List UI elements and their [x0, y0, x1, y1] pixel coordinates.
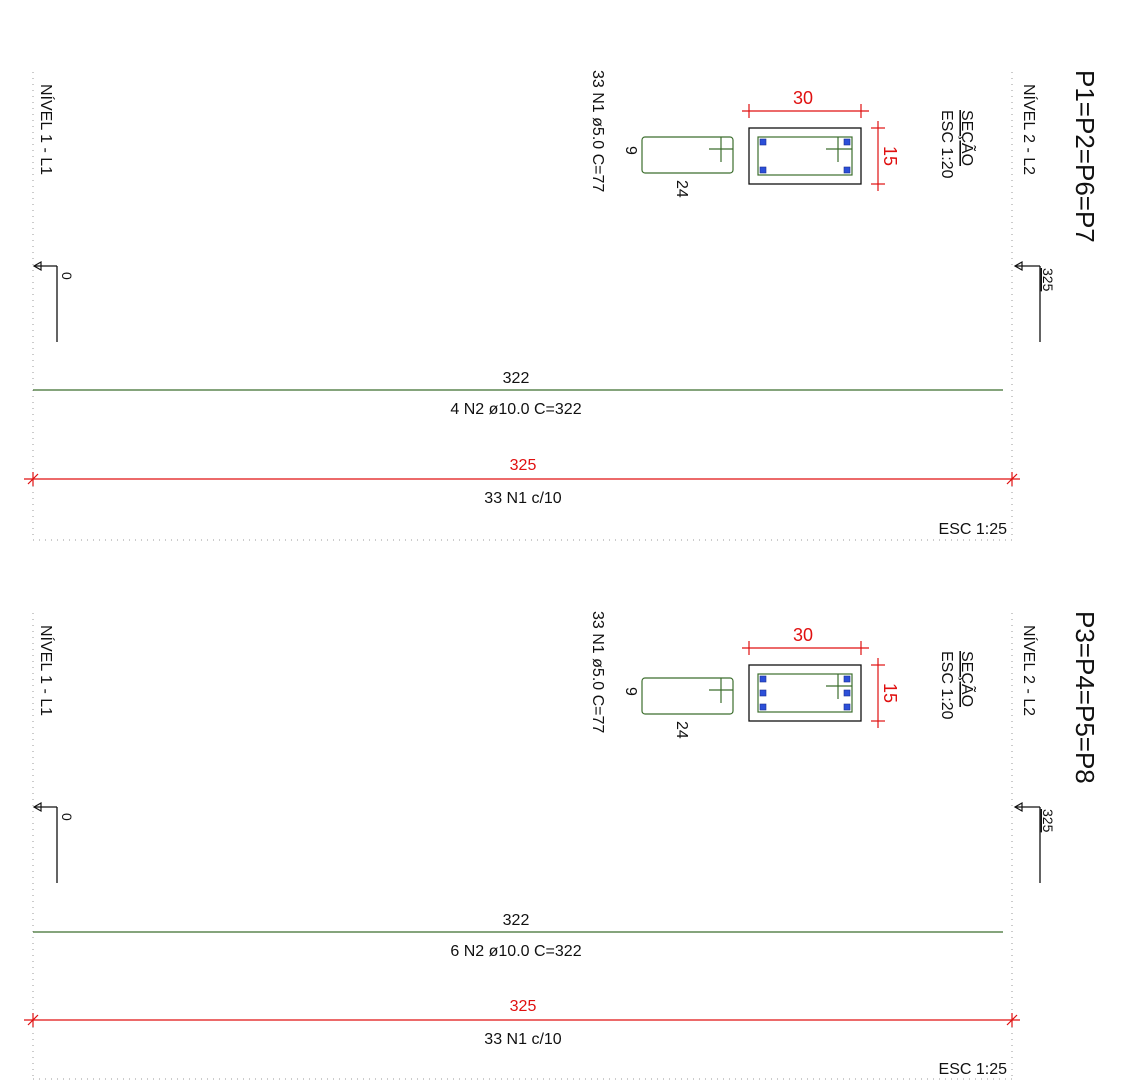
longitudinal-bar-label: 4 N2 ø10.0 C=322 — [450, 401, 581, 418]
section-scale: ESC 1:20 — [938, 651, 955, 720]
longitudinal-bar-label: 6 N2 ø10.0 C=322 — [450, 943, 581, 960]
stirrup-spacing-label: 33 N1 c/10 — [484, 1031, 561, 1048]
height-dimension-value: 325 — [510, 998, 537, 1015]
level-bottom-label: NÍVEL 1 - L1 — [37, 625, 56, 716]
level-top-marker: 325 — [1013, 260, 1056, 342]
stirrup-outline — [641, 677, 734, 715]
level-top-marker: 325 — [1013, 801, 1056, 883]
rebar-bar — [843, 689, 851, 697]
section-outline — [748, 664, 862, 722]
rebar-bar — [843, 703, 851, 711]
drawing-scale: ESC 1:25 — [939, 1061, 1008, 1078]
stirrup-outline — [641, 136, 734, 174]
section-outline — [748, 127, 862, 185]
section-stirrup — [757, 136, 853, 176]
rebar-bar — [759, 675, 767, 683]
height-dimension-value: 325 — [510, 457, 537, 474]
level-bottom-value: 0 — [59, 272, 75, 280]
column-title: P3=P4=P5=P8 — [1070, 611, 1100, 784]
level-bottom-value: 0 — [59, 813, 75, 821]
stirrup-dim-long: 24 — [673, 180, 690, 198]
section-title: SEÇÃO — [958, 110, 978, 166]
section-title: SEÇÃO — [958, 651, 978, 707]
section-width-value: 30 — [793, 625, 813, 645]
rebar-bars — [759, 675, 851, 711]
rebar-bar — [843, 675, 851, 683]
longitudinal-bar-length: 322 — [503, 370, 530, 387]
cross-section: 30 15 — [742, 625, 900, 728]
level-bottom-marker: 0 — [32, 801, 75, 883]
rebar-bar — [759, 689, 767, 697]
section-stirrup — [757, 673, 853, 713]
stirrup-shape: 9 24 33 N1 ø5.0 C=77 — [589, 611, 734, 739]
level-top-value: 325 — [1040, 268, 1056, 292]
level-top-label: NÍVEL 2 - L2 — [1020, 625, 1039, 716]
section-scale: ESC 1:20 — [938, 110, 955, 179]
stirrup-label: 33 N1 ø5.0 C=77 — [589, 70, 606, 192]
column-title: P1=P2=P6=P7 — [1070, 70, 1100, 243]
cross-section: 30 15 — [742, 88, 900, 191]
level-bottom-label: NÍVEL 1 - L1 — [37, 84, 56, 175]
rebar-bar — [759, 138, 767, 146]
rebar-bar — [843, 138, 851, 146]
column-sheet-2: P3=P4=P5=P8 SEÇÃO ESC 1:20 NÍVEL 2 - L2 … — [24, 611, 1100, 1081]
stirrup-dim-short: 9 — [622, 146, 639, 155]
level-bottom-marker: 0 — [32, 260, 75, 342]
rebar-bars — [759, 138, 851, 174]
rebar-bar — [759, 703, 767, 711]
stirrup-shape: 9 24 33 N1 ø5.0 C=77 — [589, 70, 734, 198]
level-top-value: 325 — [1040, 809, 1056, 833]
rebar-bar — [759, 166, 767, 174]
drawing-scale: ESC 1:25 — [939, 521, 1008, 538]
section-width-value: 30 — [793, 88, 813, 108]
stirrup-dim-short: 9 — [622, 687, 639, 696]
stirrup-spacing-label: 33 N1 c/10 — [484, 490, 561, 507]
level-top-label: NÍVEL 2 - L2 — [1020, 84, 1039, 175]
section-height-value: 15 — [880, 683, 900, 703]
column-sheet-1: P1=P2=P6=P7 SEÇÃO ESC 1:20 NÍVEL 2 - L2 … — [24, 70, 1100, 541]
section-height-value: 15 — [880, 146, 900, 166]
stirrup-label: 33 N1 ø5.0 C=77 — [589, 611, 606, 733]
longitudinal-bar-length: 322 — [503, 912, 530, 929]
stirrup-dim-long: 24 — [673, 721, 690, 739]
rebar-bar — [843, 166, 851, 174]
